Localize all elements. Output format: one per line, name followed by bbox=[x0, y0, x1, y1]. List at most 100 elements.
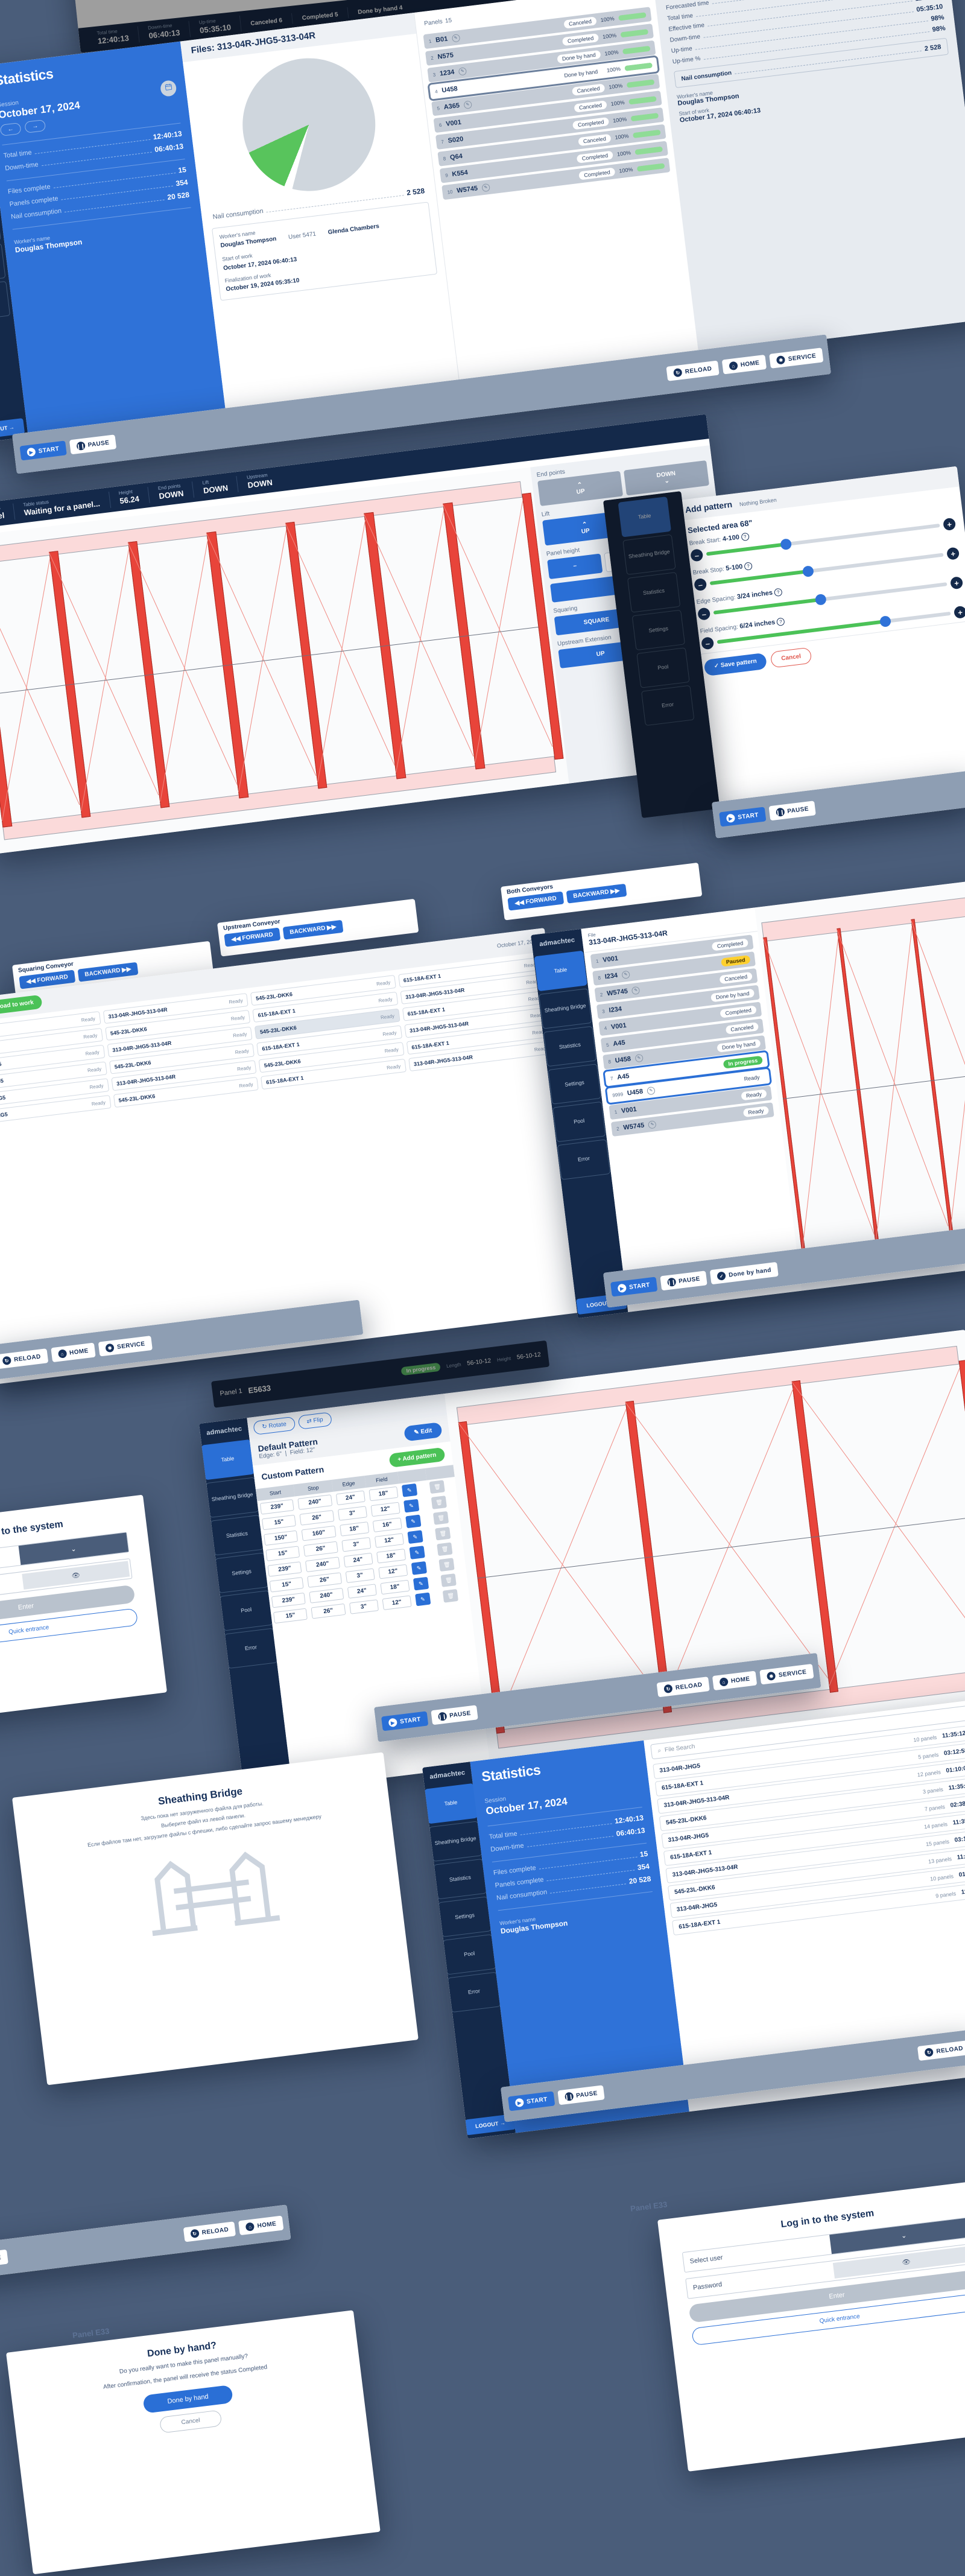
confirm-done-by-hand-button[interactable]: Done by hand bbox=[142, 2384, 234, 2414]
delete-row-button[interactable]: 🗑 bbox=[429, 1480, 446, 1494]
decrease-button[interactable]: – bbox=[697, 607, 711, 621]
screen-login-left[interactable]: Log in to the system Select user ⌄ •••••… bbox=[0, 1494, 168, 1724]
edit-icon[interactable]: ✎ bbox=[451, 33, 460, 43]
done-by-hand-button[interactable]: ✓ Done by hand bbox=[710, 1261, 779, 1285]
cell-field[interactable]: 12" bbox=[370, 1502, 400, 1517]
cell-field[interactable]: 18" bbox=[380, 1579, 410, 1594]
slider-thumb[interactable] bbox=[879, 615, 891, 628]
home-button[interactable]: ⌂ HOME bbox=[721, 354, 767, 375]
cell-field[interactable]: 12" bbox=[374, 1532, 404, 1548]
decrease-button[interactable]: – bbox=[694, 577, 707, 592]
pause-button[interactable]: ❙❙ PAUSE bbox=[0, 2249, 9, 2270]
cell-stop[interactable]: 26" bbox=[307, 1572, 342, 1588]
conveyor-both[interactable]: Both Conveyors ◀◀ FORWARD BACKWARD ▶▶ bbox=[501, 862, 703, 921]
delete-row-button[interactable]: 🗑 bbox=[437, 1542, 453, 1556]
edit-row-button[interactable]: ✎ bbox=[411, 1561, 427, 1575]
table-body[interactable]: 239" 240" 24" 18" ✎ 🗑 15" 26" 3" 12" ✎ 🗑 150" 160" 18"… bbox=[257, 1477, 470, 1626]
prev-session-button[interactable]: ← bbox=[0, 122, 22, 136]
pause-button[interactable]: ❙❙ PAUSE bbox=[430, 1705, 479, 1725]
panel-height-decrease[interactable]: – bbox=[547, 553, 603, 580]
delete-row-button[interactable]: 🗑 bbox=[443, 1588, 459, 1603]
reload-button[interactable]: ↻ RELOAD bbox=[666, 360, 720, 381]
cell-start[interactable]: 239" bbox=[267, 1561, 302, 1577]
decrease-button[interactable]: – bbox=[690, 548, 704, 562]
sidebar-item-statistics[interactable]: Statistics bbox=[627, 572, 681, 613]
reload-button[interactable]: ↻ RELOAD bbox=[917, 2040, 965, 2061]
sidebar-item-settings[interactable]: Settings bbox=[548, 1063, 601, 1105]
start-button[interactable]: ▶ START bbox=[507, 2091, 555, 2111]
sidebar-item-sheathing-bridge[interactable]: Sheathing Bridge bbox=[206, 1476, 259, 1518]
delete-row-button[interactable]: 🗑 bbox=[438, 1558, 455, 1572]
calendar-button[interactable] bbox=[159, 80, 177, 98]
sidebar-item-table[interactable]: Table bbox=[618, 496, 672, 538]
home-button[interactable]: ⌂ HOME bbox=[712, 1670, 758, 1691]
save-pattern-button[interactable]: ✓ Save pattern bbox=[703, 652, 768, 677]
service-button[interactable]: ✹ SERVICE bbox=[759, 1663, 814, 1685]
service-button[interactable]: ✹ SERVICE bbox=[98, 1335, 153, 1357]
sidebar-item-table[interactable]: Table bbox=[424, 1783, 478, 1824]
sidebar-item-pool[interactable]: Pool bbox=[552, 1101, 606, 1142]
sidebar-item-pool[interactable]: Pool bbox=[220, 1590, 273, 1631]
delete-row-button[interactable]: 🗑 bbox=[433, 1511, 449, 1525]
cell-stop[interactable]: 240" bbox=[305, 1556, 340, 1572]
reload-button[interactable]: ↻ RELOAD bbox=[656, 1677, 710, 1698]
sidebar-item-error[interactable]: Error bbox=[557, 1138, 611, 1180]
cell-start[interactable]: 15" bbox=[265, 1545, 300, 1561]
sidebar-item-sheathing-bridge[interactable]: Sheathing Bridge bbox=[429, 1820, 482, 1862]
add-pattern-button[interactable]: + Add pattern bbox=[388, 1447, 446, 1468]
eye-off-icon[interactable]: 👁 bbox=[22, 1561, 130, 1590]
edit-row-button[interactable]: ✎ bbox=[414, 1592, 431, 1607]
pause-button[interactable]: ❙❙ PAUSE bbox=[659, 1271, 708, 1291]
increase-button[interactable]: + bbox=[949, 576, 964, 590]
cell-stop[interactable]: 160" bbox=[301, 1525, 337, 1541]
start-button[interactable]: ▶ START bbox=[610, 1277, 657, 1297]
cell-field[interactable]: 12" bbox=[382, 1594, 412, 1610]
rotate-button[interactable]: ↻ Rotate bbox=[253, 1416, 296, 1435]
sidebar-item-error[interactable]: Error bbox=[224, 1628, 278, 1669]
cell-stop[interactable]: 26" bbox=[303, 1541, 338, 1556]
sidebar-item-statistics[interactable]: Statistics bbox=[210, 1514, 264, 1556]
increase-button[interactable]: + bbox=[953, 605, 965, 619]
screen-add-pattern[interactable]: Add pattern Nothing Broken Selected area… bbox=[676, 466, 965, 819]
edit-icon[interactable]: ✎ bbox=[458, 66, 467, 76]
decrease-button[interactable]: – bbox=[701, 636, 715, 650]
edit-icon[interactable]: ✎ bbox=[621, 970, 630, 979]
edit-row-button[interactable]: ✎ bbox=[401, 1483, 417, 1497]
cell-start[interactable]: 239" bbox=[271, 1592, 306, 1608]
home-button[interactable]: ⌂ HOME bbox=[50, 1342, 96, 1363]
panels-list[interactable]: 1 B01 ✎ Canceled 100% 2 N575 Completed 100% 3 1234… bbox=[417, 6, 677, 201]
sidebar-item-statistics[interactable]: Statistics bbox=[543, 1026, 597, 1067]
edit-row-button[interactable]: ✎ bbox=[413, 1576, 429, 1591]
sidebar-item-pool[interactable]: Pool bbox=[443, 1934, 496, 1975]
cell-stop[interactable]: 240" bbox=[297, 1494, 332, 1510]
start-button[interactable]: ▶ START bbox=[19, 440, 67, 461]
pause-button[interactable]: ❙❙ PAUSE bbox=[768, 801, 817, 821]
service-button[interactable]: ✹ SERVICE bbox=[769, 347, 824, 369]
edit-icon[interactable]: ✎ bbox=[631, 986, 641, 995]
cancel-pattern-button[interactable]: Cancel bbox=[770, 647, 812, 668]
help-icon[interactable]: ? bbox=[773, 588, 783, 597]
toolbar-screen-modal[interactable]: START ❙❙ PAUSE ↻ RELOAD ⌂ HOME bbox=[0, 2204, 291, 2285]
sidebar-item-settings[interactable]: Settings bbox=[215, 1552, 268, 1593]
edit-pattern-button[interactable]: ✎ Edit bbox=[403, 1422, 443, 1442]
cell-edge[interactable]: 3" bbox=[345, 1568, 375, 1583]
cell-field[interactable]: 12" bbox=[378, 1564, 408, 1579]
screen-login-right[interactable]: Log in to the system Select user ⌄ Passw… bbox=[657, 2178, 965, 2472]
cell-field[interactable]: 18" bbox=[376, 1548, 406, 1564]
cell-edge[interactable]: 3" bbox=[341, 1537, 371, 1552]
screen-statistics[interactable]: admachtec INDUSTRIAL · AUTOMATION & ROBO… bbox=[0, 0, 965, 444]
edit-icon[interactable]: ✎ bbox=[647, 1086, 656, 1095]
increase-button[interactable]: + bbox=[942, 517, 957, 531]
cell-start[interactable]: 15" bbox=[261, 1514, 297, 1530]
slider-thumb[interactable] bbox=[779, 538, 792, 551]
increase-button[interactable]: + bbox=[946, 547, 960, 560]
help-icon[interactable]: ? bbox=[744, 562, 753, 571]
cell-field[interactable]: 18" bbox=[369, 1486, 399, 1501]
cell-start[interactable]: 239" bbox=[259, 1499, 294, 1515]
sidebar-item-pool[interactable]: Pool bbox=[636, 647, 690, 688]
edit-icon[interactable]: ✎ bbox=[463, 100, 472, 109]
sidebar-item-error[interactable]: Error bbox=[641, 685, 695, 726]
sidebar-item-sheathing-bridge[interactable]: Sheathing Bridge bbox=[539, 988, 592, 1029]
sidebar-item-error[interactable]: Error bbox=[0, 281, 11, 322]
cell-start[interactable]: 150" bbox=[264, 1530, 299, 1546]
